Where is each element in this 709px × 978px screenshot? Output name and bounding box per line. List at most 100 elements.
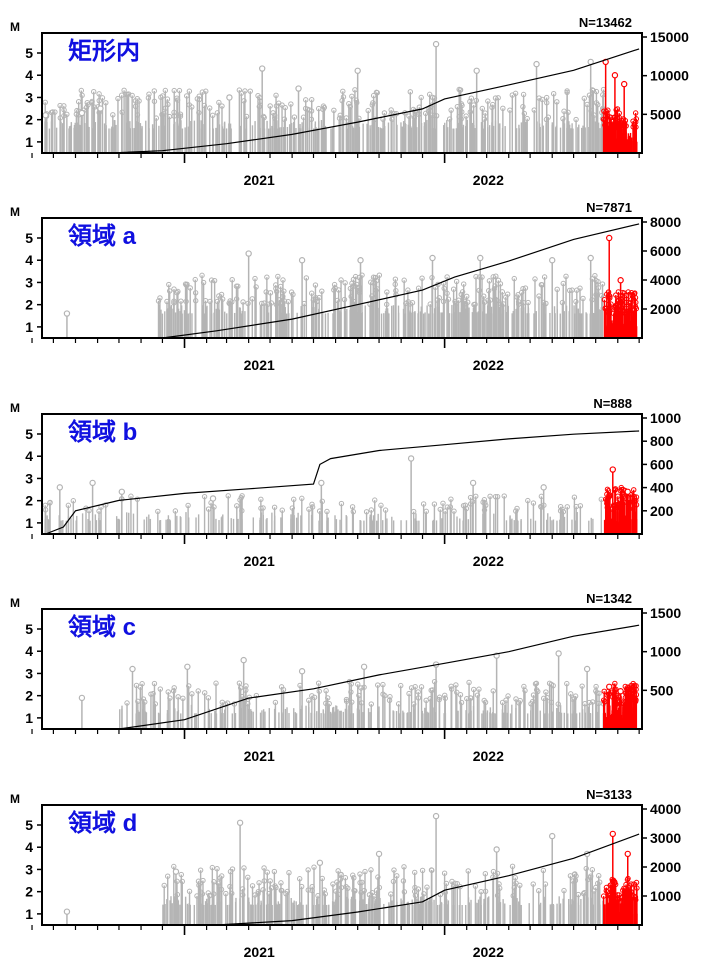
- event-marker: [309, 290, 315, 296]
- peak-event-marker: [432, 812, 440, 820]
- event-marker: [542, 881, 549, 887]
- peak-event-marker: [609, 466, 616, 473]
- event-marker: [474, 692, 481, 698]
- event-marker: [338, 500, 345, 507]
- event-marker: [352, 273, 359, 280]
- event-marker: [178, 298, 184, 304]
- event-marker: [85, 102, 91, 108]
- peak-event-marker: [620, 80, 628, 88]
- event-marker: [424, 884, 430, 890]
- event-marker: [309, 693, 315, 699]
- event-marker: [592, 272, 598, 279]
- peak-event-marker: [473, 67, 480, 74]
- event-marker: [371, 893, 377, 899]
- event-marker: [286, 870, 292, 876]
- event-marker: [441, 285, 447, 292]
- event-marker: [351, 887, 357, 894]
- mag-tick-label: 4: [25, 252, 33, 268]
- event-marker: [382, 507, 389, 513]
- mag-tick-label: 5: [25, 426, 33, 442]
- chart-panel-5: 1 2 3 4 5M 1000 2000 3000 4000 2021 2022 N=3133 領域 d: [10, 787, 681, 960]
- event-marker: [288, 101, 294, 107]
- event-marker: [267, 878, 273, 884]
- mag-tick-label: 5: [25, 230, 33, 246]
- event-marker: [52, 109, 58, 115]
- event-marker: [324, 695, 331, 701]
- event-marker: [571, 494, 578, 500]
- event-marker: [321, 104, 328, 111]
- event-marker: [589, 297, 595, 303]
- event-marker: [613, 119, 619, 126]
- event-marker: [236, 680, 243, 686]
- event-marker: [281, 288, 287, 294]
- event-marker: [334, 879, 340, 885]
- event-marker: [632, 110, 639, 116]
- event-marker: [186, 683, 192, 689]
- red-event-stems: [600, 106, 640, 153]
- event-marker: [525, 299, 531, 306]
- event-marker: [412, 869, 418, 876]
- event-marker: [282, 104, 288, 111]
- event-marker: [303, 275, 310, 281]
- event-marker: [96, 508, 102, 514]
- event-marker: [398, 682, 404, 689]
- event-marker: [532, 681, 539, 687]
- peak-event-marker: [56, 484, 64, 491]
- event-marker: [451, 508, 457, 514]
- event-marker: [201, 102, 208, 109]
- event-marker: [155, 298, 162, 304]
- event-marker: [285, 298, 291, 305]
- event-marker: [252, 892, 258, 898]
- mag-tick-label: 1: [25, 515, 33, 531]
- plot-frame: [41, 413, 643, 535]
- event-marker: [165, 689, 171, 695]
- count-tick-label: 8000: [650, 214, 681, 230]
- event-marker: [368, 279, 374, 285]
- event-marker: [247, 88, 253, 94]
- event-count-label: N=3133: [586, 787, 632, 802]
- event-marker: [229, 276, 235, 283]
- event-marker: [564, 680, 570, 687]
- event-marker: [362, 868, 368, 875]
- event-marker: [233, 296, 240, 302]
- event-marker: [536, 888, 542, 894]
- event-marker: [174, 878, 180, 885]
- year-label: 2022: [473, 553, 504, 569]
- event-count-label: N=888: [593, 396, 632, 411]
- event-marker: [530, 500, 537, 506]
- peak-event-marker: [611, 72, 619, 79]
- event-marker: [274, 288, 280, 295]
- count-tick-label: 200: [650, 503, 674, 519]
- event-marker: [216, 99, 222, 106]
- event-marker: [162, 87, 169, 94]
- event-marker: [197, 867, 204, 873]
- event-marker: [583, 865, 589, 872]
- peak-event-marker: [184, 663, 191, 670]
- event-marker: [561, 108, 567, 114]
- mag-tick-label: 3: [25, 665, 33, 681]
- year-label: 2022: [473, 748, 504, 764]
- event-marker: [458, 699, 465, 706]
- event-marker: [618, 484, 624, 491]
- mag-tick-label: 4: [25, 643, 33, 659]
- mag-tick-label: 4: [25, 67, 33, 83]
- event-marker: [500, 105, 506, 112]
- event-marker: [482, 699, 489, 705]
- event-marker: [161, 882, 167, 889]
- event-marker: [331, 107, 337, 113]
- event-marker: [448, 107, 454, 113]
- event-marker: [618, 117, 624, 123]
- event-marker: [607, 114, 613, 120]
- event-marker: [589, 867, 596, 873]
- event-marker: [115, 95, 121, 102]
- event-marker: [543, 94, 550, 101]
- event-marker: [482, 871, 489, 877]
- event-marker: [458, 291, 464, 298]
- event-marker: [210, 112, 216, 119]
- mag-axis-label: M: [10, 20, 20, 34]
- event-marker: [465, 868, 471, 874]
- event-marker: [238, 494, 244, 501]
- event-marker: [297, 876, 303, 882]
- event-marker: [514, 294, 520, 300]
- event-marker: [309, 96, 315, 103]
